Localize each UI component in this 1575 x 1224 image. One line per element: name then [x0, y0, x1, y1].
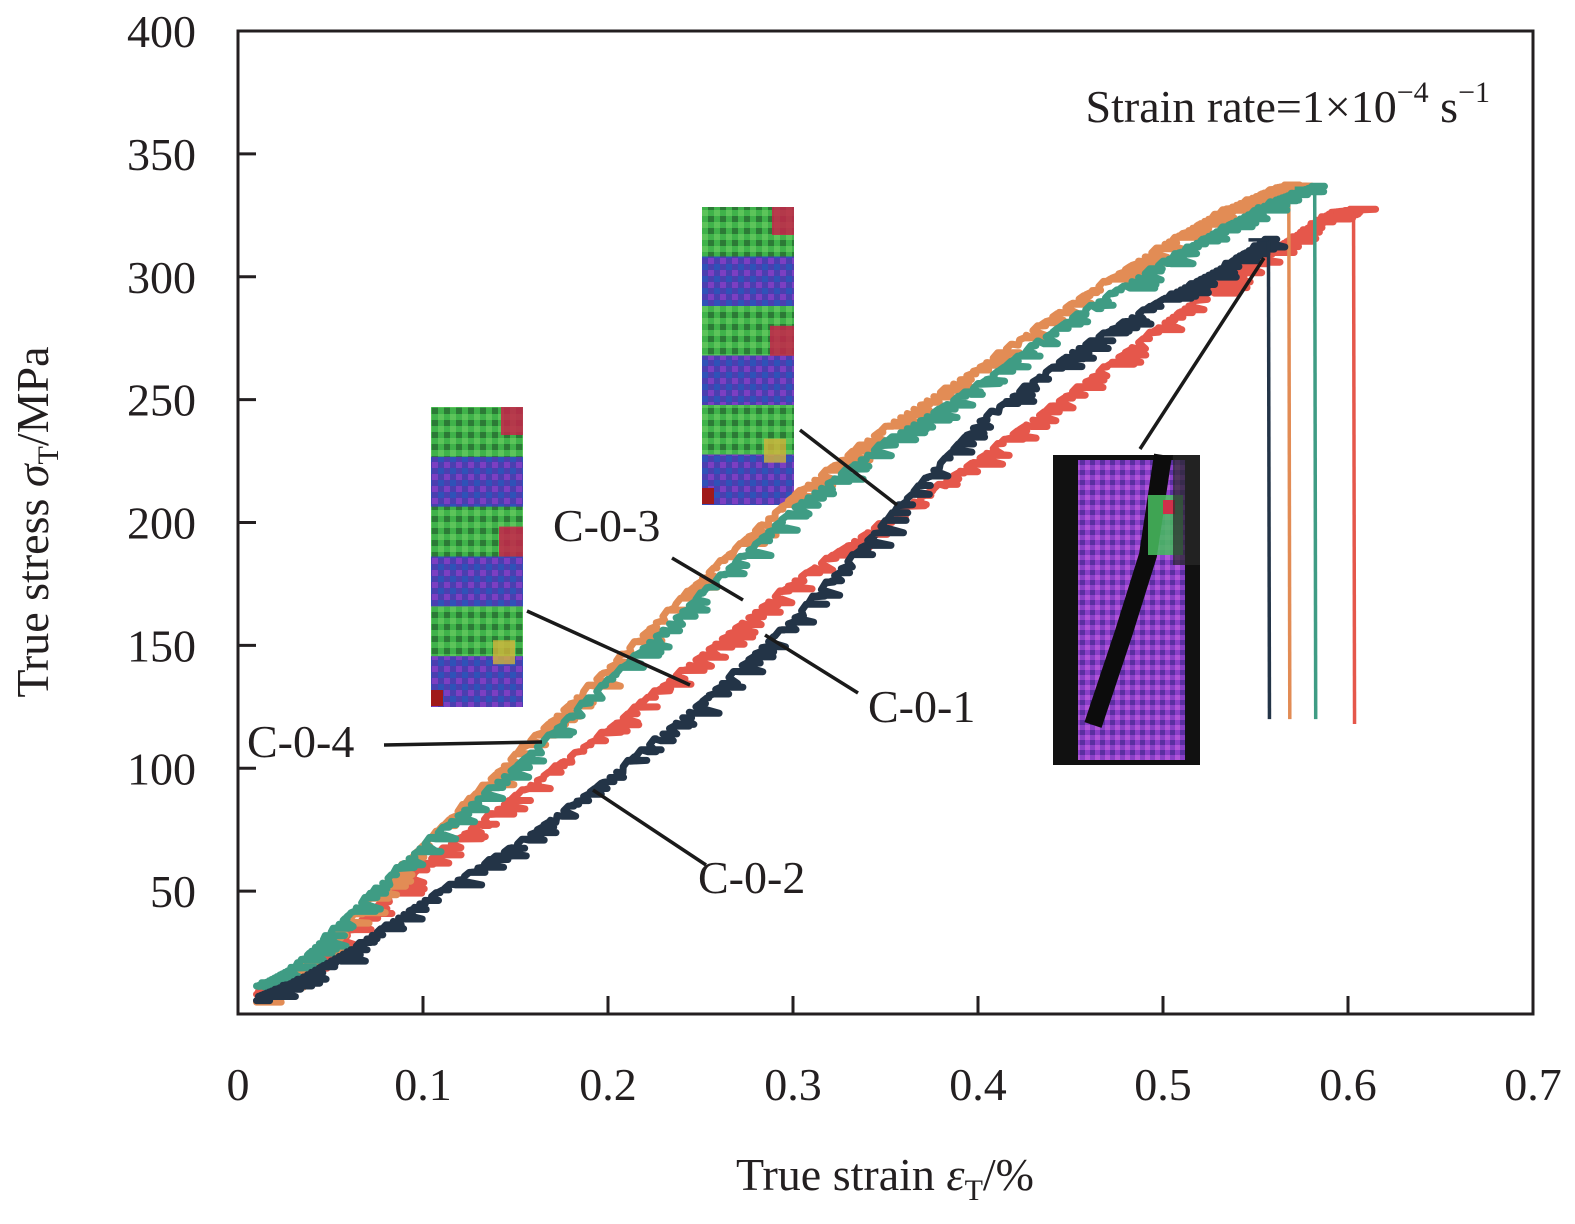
leader-line-C-0-4 [383, 740, 543, 747]
fracture-drop-C-0-4 [1287, 188, 1292, 720]
y-tick-label: 150 [127, 620, 196, 671]
fracture-drop-C-0-3 [1312, 188, 1318, 720]
x-tick-label: 0.1 [394, 1059, 452, 1110]
leader-line-inset-mid [798, 428, 899, 507]
series-C-0-3 [253, 182, 1328, 991]
x-tick-label: 0.3 [764, 1059, 822, 1110]
fracture-drop-C-0-1 [1351, 212, 1357, 725]
strain-rate-annotation: Strain rate=1×10−4 s−1 [1086, 76, 1490, 132]
dic-strain-map-mid [702, 207, 794, 505]
leader-line-C-0-2 [592, 788, 707, 867]
x-tick-label: 0.7 [1504, 1059, 1562, 1110]
series-label-C-0-1: C-0-1 [868, 681, 975, 732]
x-tick-label: 0.6 [1319, 1059, 1377, 1110]
y-tick-label: 350 [127, 129, 196, 180]
x-tick-label: 0.5 [1134, 1059, 1192, 1110]
x-axis-title: True strain εT/% [736, 1149, 1034, 1207]
series-C-0-2 [253, 235, 1289, 1005]
y-tick-label: 100 [127, 743, 196, 794]
leader-line-inset-early [526, 609, 691, 687]
dic-strain-map-early [431, 407, 523, 707]
leader-line-C-0-3 [671, 556, 744, 602]
leader-line-C-0-1 [764, 633, 859, 695]
y-axis-title: True stress σT/MPa [7, 346, 65, 697]
dic-strain-map-fracture [1053, 453, 1200, 765]
series-label-C-0-2: C-0-2 [698, 852, 805, 903]
x-tick-label: 0 [227, 1059, 250, 1110]
y-tick-label: 200 [127, 498, 196, 549]
leader-line-inset-fracture [1138, 257, 1266, 450]
series-label-C-0-4: C-0-4 [247, 716, 354, 767]
y-tick-label: 400 [127, 6, 196, 57]
series-label-C-0-3: C-0-3 [553, 500, 660, 551]
y-tick-label: 300 [127, 252, 196, 303]
y-tick-label: 50 [150, 866, 196, 917]
x-tick-label: 0.2 [579, 1059, 637, 1110]
x-tick-label: 0.4 [949, 1059, 1007, 1110]
y-tick-label: 250 [127, 375, 196, 426]
fracture-drop-C-0-2 [1266, 239, 1272, 720]
